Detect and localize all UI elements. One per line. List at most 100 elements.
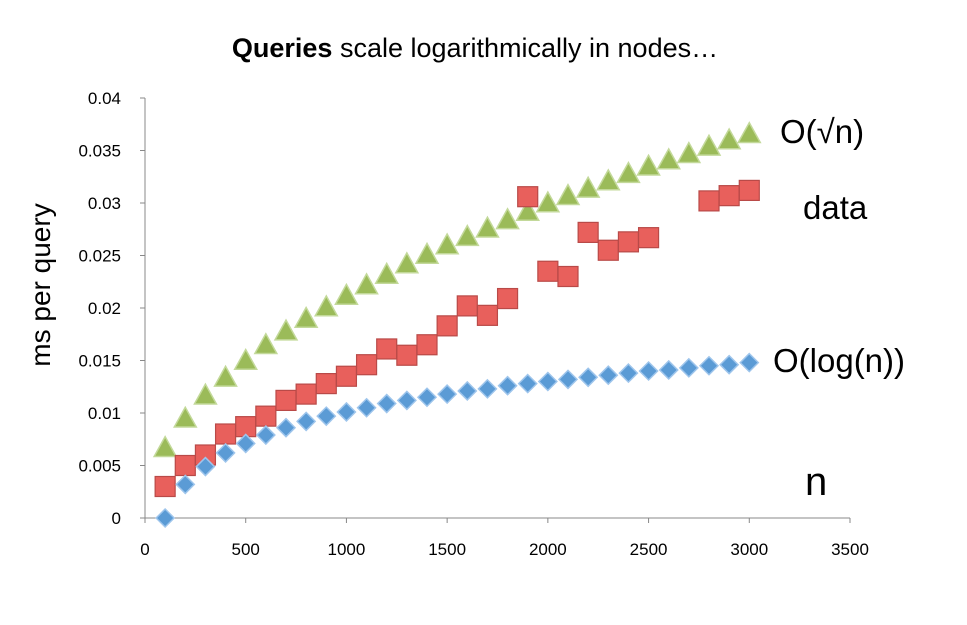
y-axis-ticks: 0 0.005 0.01 0.015 0.02 0.025 0.03 0.035 0.04 <box>78 89 145 528</box>
data-point-data <box>557 265 579 288</box>
data-point-log <box>557 369 579 390</box>
series-label-log: O(log(n)) <box>773 342 905 379</box>
data-point-data <box>698 190 720 212</box>
y-tick-label: 0 <box>112 509 121 528</box>
data-point-log <box>497 375 518 396</box>
data-point-log <box>336 401 357 423</box>
data-point-data <box>436 315 458 337</box>
x-tick-label: 500 <box>232 540 260 559</box>
chart-title-rest: scale logarithmically in nodes… <box>332 33 718 63</box>
data-point-log <box>296 411 317 432</box>
data-point-log <box>457 380 478 402</box>
data-point-data <box>214 423 237 445</box>
data-point-log <box>477 378 498 399</box>
data-point-data <box>476 304 499 326</box>
data-point-log <box>638 360 659 382</box>
data-point-data <box>335 365 358 387</box>
x-tick-label: 1000 <box>328 540 366 559</box>
data-point-sqrt <box>596 168 621 191</box>
series-sqrt <box>152 121 762 458</box>
data-point-data <box>456 295 478 317</box>
x-tick-label: 1500 <box>428 540 466 559</box>
data-point-data <box>396 344 418 366</box>
data-point-sqrt <box>152 435 178 458</box>
x-tick-label: 0 <box>140 540 149 559</box>
data-point-sqrt <box>535 190 561 213</box>
data-point-sqrt <box>555 183 581 206</box>
data-point-log <box>195 456 216 477</box>
data-point-sqrt <box>213 364 238 387</box>
series-label-sqrt: O(√n) <box>780 113 864 150</box>
data-point-log <box>376 393 397 414</box>
data-point-log <box>155 507 176 529</box>
x-tick-label: 2000 <box>529 540 567 559</box>
data-point-log <box>739 352 760 373</box>
data-point-sqrt <box>656 147 681 170</box>
data-point-log <box>255 424 276 446</box>
data-point-sqrt <box>414 241 440 264</box>
data-point-data <box>637 227 660 249</box>
data-point-log <box>658 359 679 381</box>
data-point-sqrt <box>716 127 742 150</box>
series-layer <box>152 121 762 529</box>
data-point-data <box>315 373 337 395</box>
data-point-sqrt <box>394 251 420 274</box>
data-point-log <box>175 474 196 495</box>
series-log <box>155 352 760 529</box>
data-point-sqrt <box>273 318 299 341</box>
data-point-sqrt <box>334 282 359 305</box>
data-point-log <box>356 397 377 418</box>
data-point-log <box>275 417 297 438</box>
data-point-sqrt <box>173 405 198 428</box>
data-point-log <box>698 355 720 376</box>
data-point-sqrt <box>293 305 319 329</box>
data-point-sqrt <box>515 198 540 221</box>
data-point-log <box>437 384 458 405</box>
data-point-sqrt <box>314 294 339 317</box>
data-point-sqrt <box>676 141 702 164</box>
data-point-data <box>718 185 740 207</box>
data-point-log <box>719 354 740 375</box>
chart-title-bold: Queries <box>232 33 333 63</box>
data-point-log <box>517 373 538 394</box>
data-point-data <box>517 186 539 208</box>
data-point-data <box>738 179 760 201</box>
y-tick-label: 0.025 <box>78 247 121 266</box>
data-point-data <box>496 287 519 310</box>
data-point-sqrt <box>737 121 762 144</box>
data-point-data <box>255 405 277 427</box>
x-tick-label: 3000 <box>730 540 768 559</box>
data-point-log <box>235 433 256 454</box>
data-point-data <box>537 260 559 282</box>
series-label-data: data <box>803 189 868 226</box>
y-tick-label: 0.02 <box>88 299 121 318</box>
data-point-data <box>154 475 176 498</box>
data-point-log <box>578 367 599 388</box>
series-data <box>154 179 760 498</box>
data-point-sqrt <box>636 153 661 176</box>
data-point-log <box>416 387 438 408</box>
data-point-sqrt <box>475 215 500 238</box>
data-point-sqrt <box>616 161 641 184</box>
data-point-sqrt <box>233 347 258 371</box>
data-point-data <box>597 239 619 261</box>
data-point-sqrt <box>455 224 480 247</box>
y-axis-label: ms per query <box>25 203 56 366</box>
data-point-log <box>598 365 619 386</box>
data-point-data <box>617 231 640 253</box>
data-point-sqrt <box>495 207 520 230</box>
y-tick-label: 0.005 <box>78 457 121 476</box>
data-point-data <box>416 334 438 356</box>
data-point-data <box>275 389 297 411</box>
series-labels: O(√n) data O(log(n)) n <box>773 113 905 504</box>
x-tick-label: 2500 <box>630 540 668 559</box>
data-point-data <box>295 383 317 405</box>
data-point-log <box>215 442 236 463</box>
data-point-log <box>678 357 699 378</box>
data-point-data <box>355 354 378 376</box>
data-point-data <box>577 221 599 243</box>
series-label-n: n <box>805 460 827 504</box>
data-point-log <box>396 390 417 411</box>
